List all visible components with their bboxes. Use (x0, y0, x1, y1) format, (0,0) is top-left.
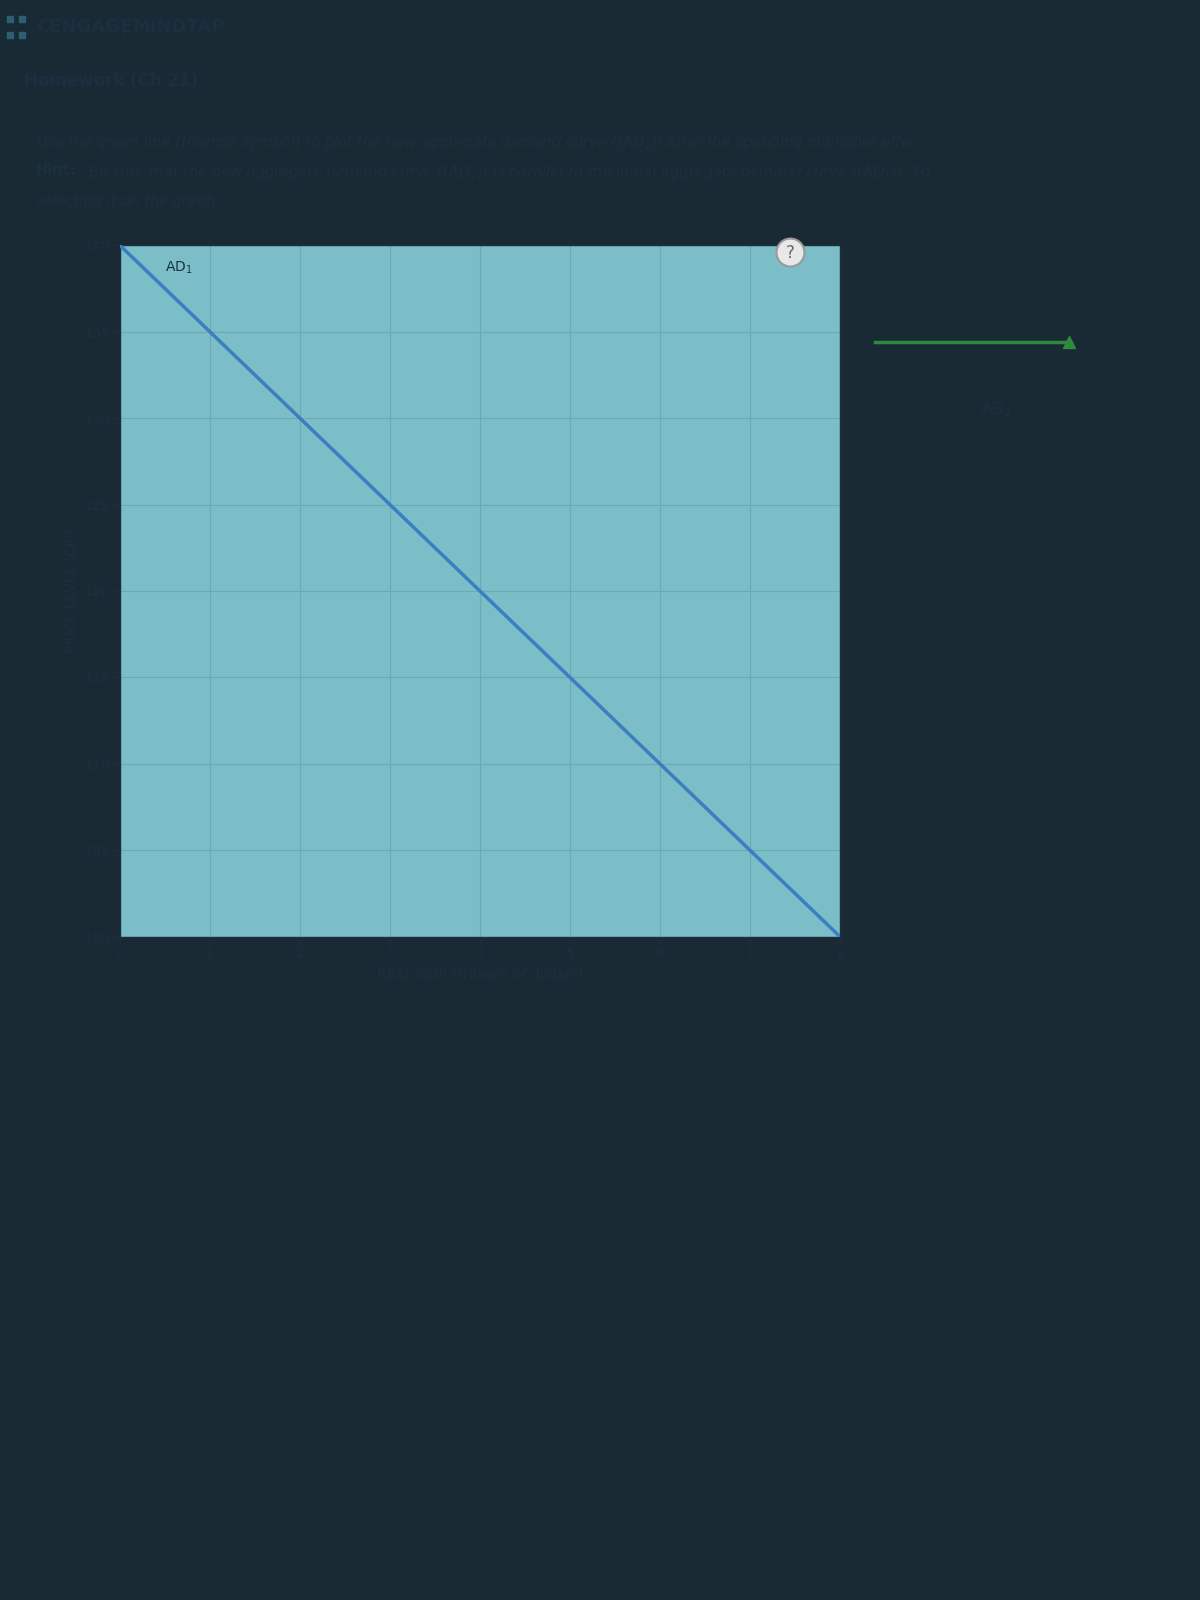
Text: |: | (120, 18, 126, 37)
Text: AD$_1$: AD$_1$ (166, 259, 192, 275)
Text: AD$_2$: AD$_2$ (980, 400, 1012, 419)
Text: Use the green line (triangle symbol) to plot the new aggregate demand curve ($\m: Use the green line (triangle symbol) to … (36, 133, 919, 152)
Text: MINDTAP: MINDTAP (132, 18, 224, 37)
Text: ?: ? (786, 243, 794, 261)
Text: CENGAGE: CENGAGE (36, 18, 132, 37)
X-axis label: REAL GDP (Trillions of dollars): REAL GDP (Trillions of dollars) (377, 966, 583, 981)
Text: selecting it on the graph.: selecting it on the graph. (36, 194, 220, 208)
Text: Homework (Ch 21): Homework (Ch 21) (24, 72, 198, 90)
Y-axis label: PRICE LEVEL (CPI): PRICE LEVEL (CPI) (65, 528, 78, 653)
Text: Hint:: Hint: (36, 163, 77, 178)
Text: Be sure that the new aggregate demand curve ($\mathit{(AD_2)}$) is parallel to t: Be sure that the new aggregate demand cu… (88, 163, 930, 182)
